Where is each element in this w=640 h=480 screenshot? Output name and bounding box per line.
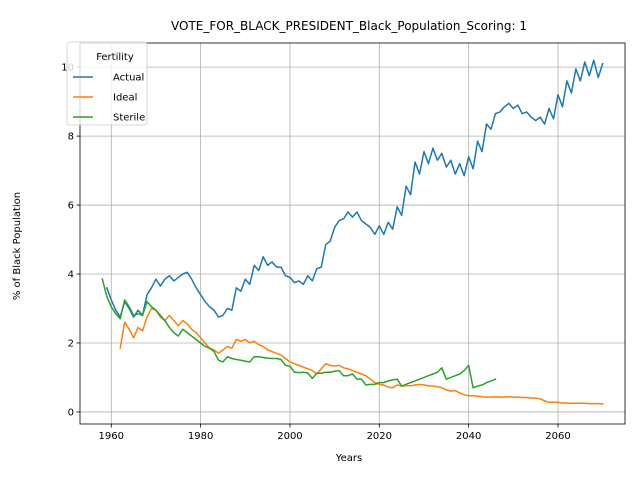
y-axis-label: % of Black Population: [12, 192, 23, 300]
x-axis: 1960 1980 2000 2020 2040 2060: [99, 424, 571, 442]
series-layer: [101, 59, 604, 405]
legend-title: Fertility: [96, 52, 134, 63]
legend-label-actual: Actual: [113, 73, 144, 84]
legend-box: [66, 41, 148, 126]
x-tick-label: 1960: [99, 431, 124, 442]
legend-label-ideal: Ideal: [113, 93, 137, 104]
series-line-actual: [105, 59, 604, 318]
x-tick-label: 1980: [188, 431, 213, 442]
x-tick-label: 2020: [367, 431, 392, 442]
y-tick-label: 4: [68, 270, 74, 281]
x-tick-label: 2000: [277, 431, 302, 442]
x-axis-label: Years: [335, 453, 362, 464]
plot-area-frame: [79, 42, 626, 425]
x-tick-label: 2060: [545, 431, 570, 442]
grid-lines: [80, 43, 625, 424]
y-tick-label: 0: [68, 407, 74, 418]
y-tick-label: 2: [68, 338, 74, 349]
y-tick-label: 6: [68, 201, 74, 212]
x-tick-label: 2040: [456, 431, 481, 442]
legend-label-sterile: Sterile: [113, 113, 145, 124]
legend: Fertility Actual Ideal Sterile: [66, 41, 148, 126]
chart-title: VOTE_FOR_BLACK_PRESIDENT_Black_Populatio…: [171, 19, 527, 33]
series-line-ideal: [119, 307, 604, 405]
series-line-sterile: [101, 278, 497, 389]
y-tick-label: 8: [68, 132, 74, 143]
